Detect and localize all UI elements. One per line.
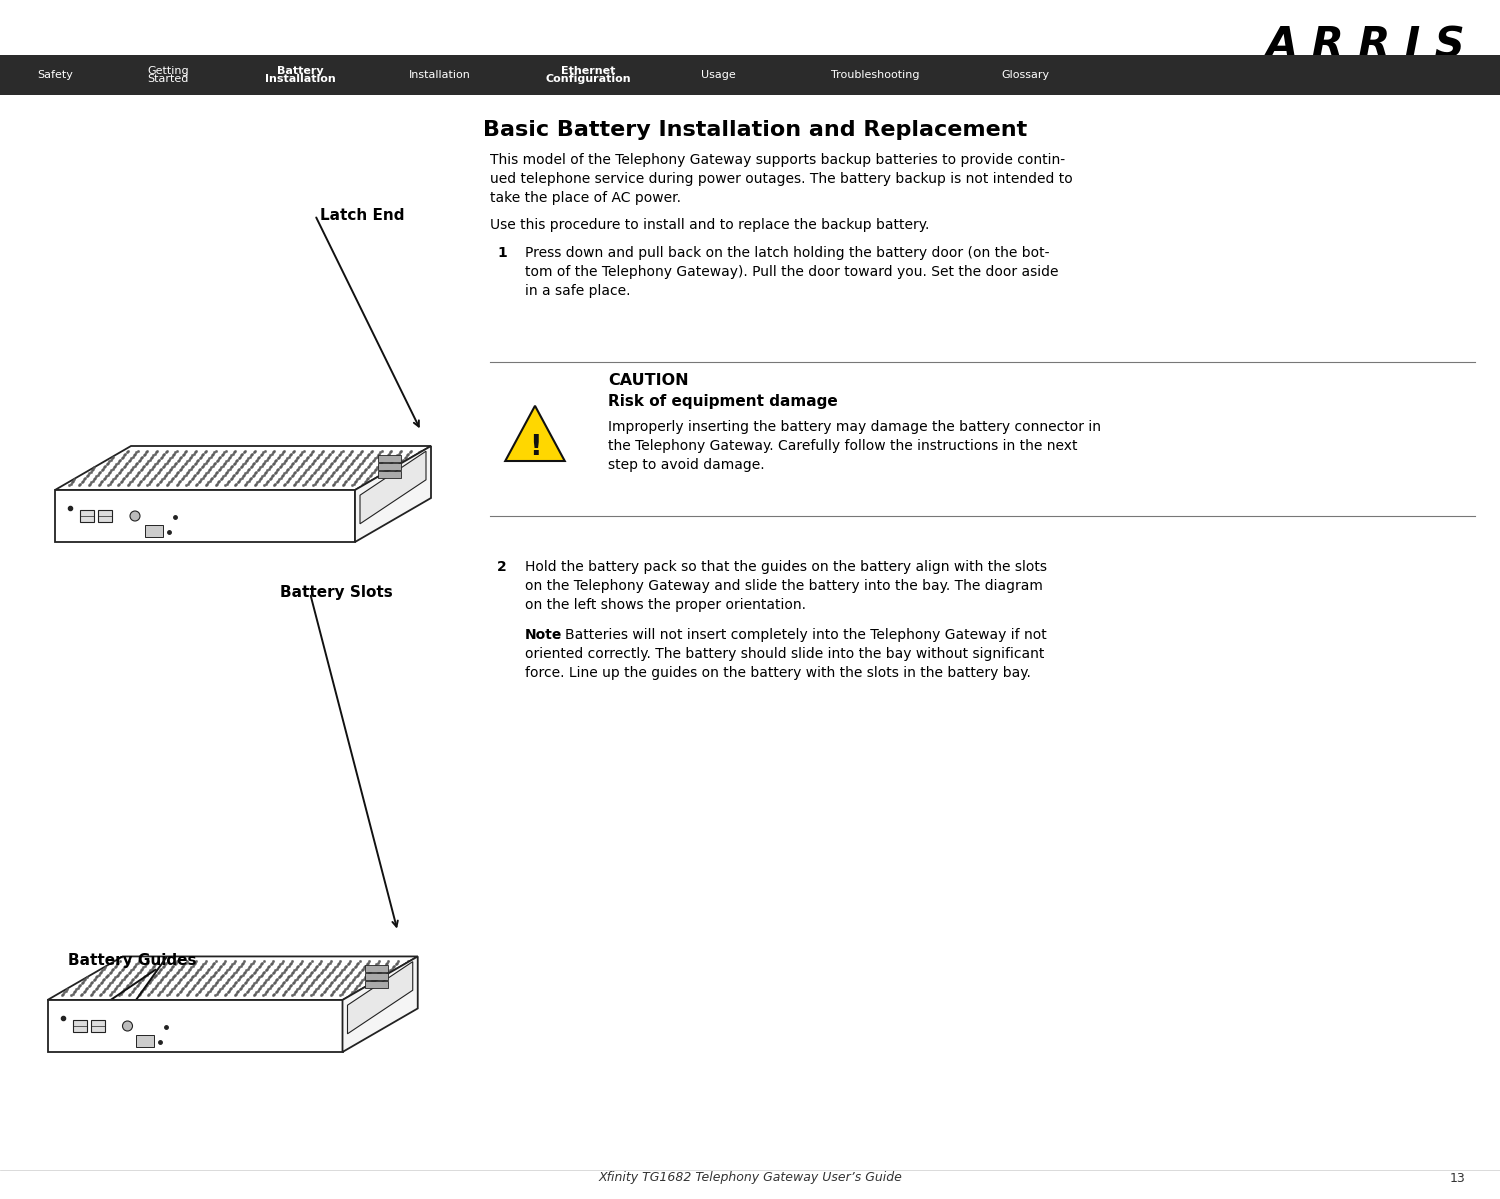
Text: Risk of equipment damage: Risk of equipment damage: [608, 394, 837, 409]
Text: Battery Slots: Battery Slots: [280, 585, 393, 601]
Polygon shape: [506, 405, 566, 460]
Text: 13: 13: [1449, 1171, 1466, 1185]
Text: in a safe place.: in a safe place.: [525, 284, 630, 299]
Text: take the place of AC power.: take the place of AC power.: [490, 191, 681, 205]
Text: Installation: Installation: [410, 70, 471, 80]
Bar: [98, 510, 112, 522]
Text: Troubleshooting: Troubleshooting: [831, 70, 920, 80]
Text: the Telephony Gateway. Carefully follow the instructions in the next: the Telephony Gateway. Carefully follow …: [608, 439, 1077, 453]
Circle shape: [123, 1022, 132, 1031]
Text: step to avoid damage.: step to avoid damage.: [608, 458, 765, 472]
Text: Note: Note: [525, 628, 562, 641]
Text: Basic Battery Installation and Replacement: Basic Battery Installation and Replaceme…: [483, 120, 1028, 140]
Text: 1: 1: [496, 246, 507, 260]
Bar: [378, 463, 400, 470]
Circle shape: [130, 511, 140, 522]
Text: oriented correctly. The battery should slide into the bay without significant: oriented correctly. The battery should s…: [525, 647, 1044, 661]
Text: Safety: Safety: [38, 70, 74, 80]
Text: on the left shows the proper orientation.: on the left shows the proper orientation…: [525, 598, 806, 611]
Text: Use this procedure to install and to replace the backup battery.: Use this procedure to install and to rep…: [490, 218, 930, 231]
Text: on the Telephony Gateway and slide the battery into the bay. The diagram: on the Telephony Gateway and slide the b…: [525, 579, 1042, 594]
Polygon shape: [56, 446, 430, 490]
Text: ued telephone service during power outages. The battery backup is not intended t: ued telephone service during power outag…: [490, 171, 1072, 186]
Polygon shape: [48, 1000, 342, 1052]
Bar: [378, 471, 400, 478]
Bar: [378, 454, 400, 462]
Bar: [364, 974, 387, 981]
Polygon shape: [56, 490, 356, 542]
Bar: [146, 525, 164, 537]
Polygon shape: [360, 451, 426, 524]
Bar: [364, 965, 387, 972]
Text: Hold the battery pack so that the guides on the battery align with the slots: Hold the battery pack so that the guides…: [525, 560, 1047, 574]
Text: Started: Started: [147, 74, 189, 84]
Text: Usage: Usage: [700, 70, 735, 80]
Text: 2: 2: [496, 560, 507, 574]
Bar: [80, 510, 94, 522]
Bar: [0, 55, 1500, 95]
Text: tom of the Telephony Gateway). Pull the door toward you. Set the door aside: tom of the Telephony Gateway). Pull the …: [525, 265, 1059, 279]
Polygon shape: [348, 962, 412, 1034]
Text: Installation: Installation: [264, 74, 336, 84]
Text: Getting: Getting: [147, 66, 189, 76]
Text: A R R I S: A R R I S: [1264, 24, 1466, 66]
Polygon shape: [48, 957, 417, 1000]
Text: Ethernet: Ethernet: [561, 66, 615, 76]
Text: CAUTION: CAUTION: [608, 373, 688, 388]
Text: This model of the Telephony Gateway supports backup batteries to provide contin-: This model of the Telephony Gateway supp…: [490, 153, 1065, 167]
Text: Latch End: Latch End: [320, 207, 405, 223]
Text: Battery Guides: Battery Guides: [68, 952, 196, 968]
Text: !: !: [528, 433, 542, 460]
Polygon shape: [356, 446, 430, 542]
Bar: [90, 1020, 105, 1032]
Text: Battery: Battery: [276, 66, 324, 76]
Bar: [136, 1035, 154, 1047]
Text: force. Line up the guides on the battery with the slots in the battery bay.: force. Line up the guides on the battery…: [525, 665, 1030, 680]
Polygon shape: [342, 957, 417, 1052]
Text: Configuration: Configuration: [544, 74, 632, 84]
Text: Press down and pull back on the latch holding the battery door (on the bot-: Press down and pull back on the latch ho…: [525, 246, 1050, 260]
Text: Xfinity TG1682 Telephony Gateway User’s Guide: Xfinity TG1682 Telephony Gateway User’s …: [598, 1171, 902, 1185]
Bar: [364, 981, 387, 988]
Bar: [72, 1020, 87, 1032]
Text: Improperly inserting the battery may damage the battery connector in: Improperly inserting the battery may dam…: [608, 420, 1101, 434]
Text: Glossary: Glossary: [1000, 70, 1048, 80]
Text: : Batteries will not insert completely into the Telephony Gateway if not: : Batteries will not insert completely i…: [556, 628, 1047, 641]
